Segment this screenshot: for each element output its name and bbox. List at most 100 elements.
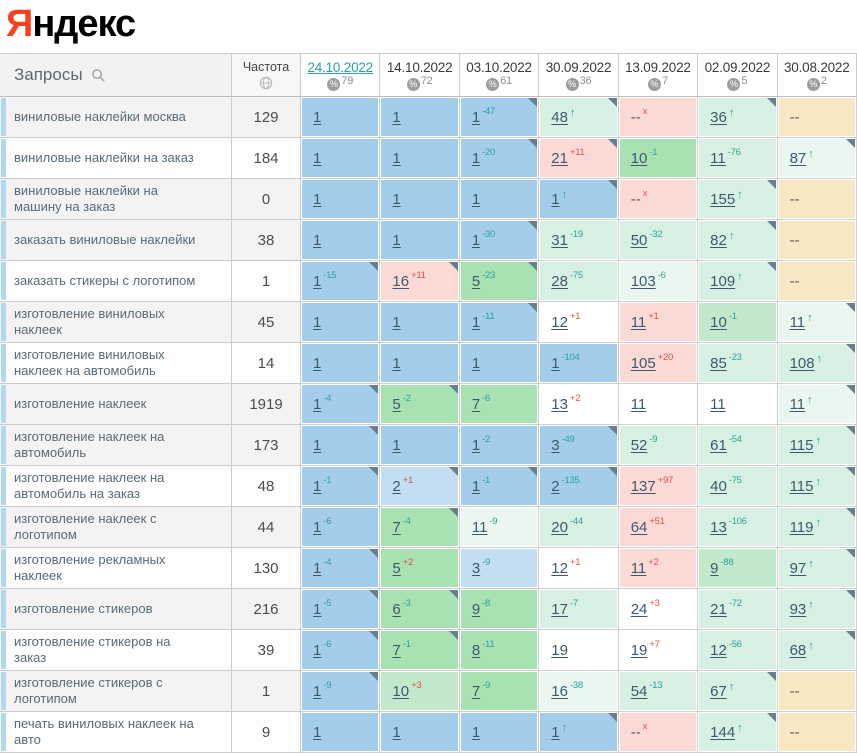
position-value[interactable]: 6 <box>392 600 401 618</box>
position-value[interactable]: 64 <box>630 518 648 536</box>
position-value[interactable]: 109 <box>710 272 736 290</box>
position-value[interactable]: 52 <box>630 436 648 454</box>
position-value[interactable]: 1 <box>313 600 322 618</box>
position-value[interactable]: 1 <box>551 190 560 208</box>
position-value[interactable]: 119 <box>789 518 814 536</box>
position-value[interactable]: 12 <box>551 559 568 577</box>
position-value[interactable]: 36 <box>710 108 727 126</box>
position-value[interactable]: 20 <box>551 518 568 536</box>
position-value[interactable]: 19 <box>630 641 648 659</box>
date-link[interactable]: 14.10.2022 <box>386 60 453 75</box>
position-value[interactable]: 1 <box>313 354 322 372</box>
position-value[interactable]: 68 <box>789 641 807 659</box>
position-value[interactable]: 3 <box>551 436 560 454</box>
query-cell[interactable]: изготовление стикеров с логотипом <box>0 671 232 712</box>
position-value[interactable]: 97 <box>789 559 807 577</box>
position-value[interactable]: 1 <box>392 313 401 331</box>
date-link[interactable]: 30.09.2022 <box>545 60 612 75</box>
position-value[interactable]: 11 <box>789 313 806 331</box>
position-value[interactable]: 137 <box>630 477 656 495</box>
position-value[interactable]: 155 <box>710 190 736 208</box>
query-cell[interactable]: виниловые наклейки на машину на заказ <box>0 179 232 220</box>
query-cell[interactable]: изготовление виниловых наклеек <box>0 302 232 343</box>
position-value[interactable]: 103 <box>630 272 656 290</box>
query-cell[interactable]: изготовление наклеек на автомобиль <box>0 425 232 466</box>
position-value[interactable]: 1 <box>471 108 481 126</box>
position-value[interactable]: 9 <box>471 600 481 618</box>
position-value[interactable]: 61 <box>710 436 727 454</box>
position-value[interactable]: 8 <box>471 641 481 659</box>
position-value[interactable]: 1 <box>392 149 401 167</box>
position-value[interactable]: 1 <box>313 190 322 208</box>
position-value[interactable]: 21 <box>551 149 568 167</box>
position-value[interactable]: 10 <box>630 149 648 167</box>
position-value[interactable]: 48 <box>551 108 568 126</box>
position-value[interactable]: 1 <box>313 641 322 659</box>
position-value[interactable]: 1 <box>313 272 322 290</box>
position-value[interactable]: 115 <box>789 436 814 454</box>
position-value[interactable]: 1 <box>313 149 322 167</box>
position-value[interactable]: 1 <box>551 723 560 741</box>
query-cell[interactable]: изготовление виниловых наклеек на автомо… <box>0 343 232 384</box>
position-value[interactable]: 13 <box>551 395 568 413</box>
query-cell[interactable]: изготовление рекламных наклеек <box>0 548 232 589</box>
position-value[interactable]: 105 <box>630 354 656 372</box>
date-link[interactable]: 30.08.2022 <box>783 60 850 75</box>
position-value[interactable]: 11 <box>710 149 726 167</box>
query-cell[interactable]: печать виниловых наклеек на авто <box>0 712 232 753</box>
position-value[interactable]: 1 <box>471 354 481 372</box>
query-cell[interactable]: изготовление наклеек <box>0 384 232 425</box>
date-link[interactable]: 24.10.2022 <box>307 60 373 75</box>
position-value[interactable]: 50 <box>630 231 648 249</box>
position-value[interactable]: 17 <box>551 600 568 618</box>
position-value[interactable]: 10 <box>392 682 410 700</box>
position-value[interactable]: 7 <box>392 641 401 659</box>
position-value[interactable]: 11 <box>630 395 647 413</box>
position-value[interactable]: 11 <box>471 518 488 536</box>
position-value[interactable]: 1 <box>392 190 401 208</box>
query-cell[interactable]: изготовление наклеек на автомобиль на за… <box>0 466 232 507</box>
query-cell[interactable]: заказать виниловые наклейки <box>0 220 232 261</box>
position-value[interactable]: 1 <box>313 723 322 741</box>
position-value[interactable]: 1 <box>471 436 481 454</box>
position-value[interactable]: 19 <box>551 641 568 659</box>
date-link[interactable]: 03.10.2022 <box>466 60 532 75</box>
position-value[interactable]: 85 <box>710 354 727 372</box>
position-value[interactable]: 1 <box>471 190 481 208</box>
position-value[interactable]: 1 <box>313 436 322 454</box>
position-value[interactable]: 9 <box>710 559 719 577</box>
position-value[interactable]: 1 <box>392 231 401 249</box>
position-value[interactable]: 5 <box>471 272 481 290</box>
position-value[interactable]: 1 <box>392 436 401 454</box>
position-value[interactable]: 31 <box>551 231 568 249</box>
position-value[interactable]: 1 <box>313 559 322 577</box>
position-value[interactable]: 1 <box>392 354 401 372</box>
position-value[interactable]: 16 <box>551 682 568 700</box>
position-value[interactable]: 7 <box>392 518 401 536</box>
position-value[interactable]: 1 <box>313 477 322 495</box>
position-value[interactable]: 21 <box>710 600 727 618</box>
position-value[interactable]: 1 <box>471 723 481 741</box>
query-cell[interactable]: заказать стикеры с логотипом <box>0 261 232 302</box>
position-value[interactable]: 1 <box>471 149 481 167</box>
position-value[interactable]: 10 <box>710 313 727 331</box>
position-value[interactable]: 11 <box>630 313 647 331</box>
position-value[interactable]: 1 <box>471 313 481 331</box>
position-value[interactable]: 1 <box>313 108 322 126</box>
position-value[interactable]: 67 <box>710 682 727 700</box>
position-value[interactable]: 11 <box>710 395 726 413</box>
position-value[interactable]: 16 <box>392 272 410 290</box>
position-value[interactable]: 12 <box>551 313 568 331</box>
position-value[interactable]: 1 <box>313 313 322 331</box>
position-value[interactable]: 87 <box>789 149 807 167</box>
position-value[interactable]: 54 <box>630 682 648 700</box>
date-link[interactable]: 02.09.2022 <box>704 60 771 75</box>
position-value[interactable]: 1 <box>551 354 560 372</box>
position-value[interactable]: 13 <box>710 518 727 536</box>
position-value[interactable]: 3 <box>471 559 481 577</box>
query-cell[interactable]: виниловые наклейки москва <box>0 97 232 138</box>
position-value[interactable]: 24 <box>630 600 648 618</box>
position-value[interactable]: 115 <box>789 477 814 495</box>
position-value[interactable]: 2 <box>551 477 560 495</box>
date-link[interactable]: 13.09.2022 <box>625 60 691 75</box>
